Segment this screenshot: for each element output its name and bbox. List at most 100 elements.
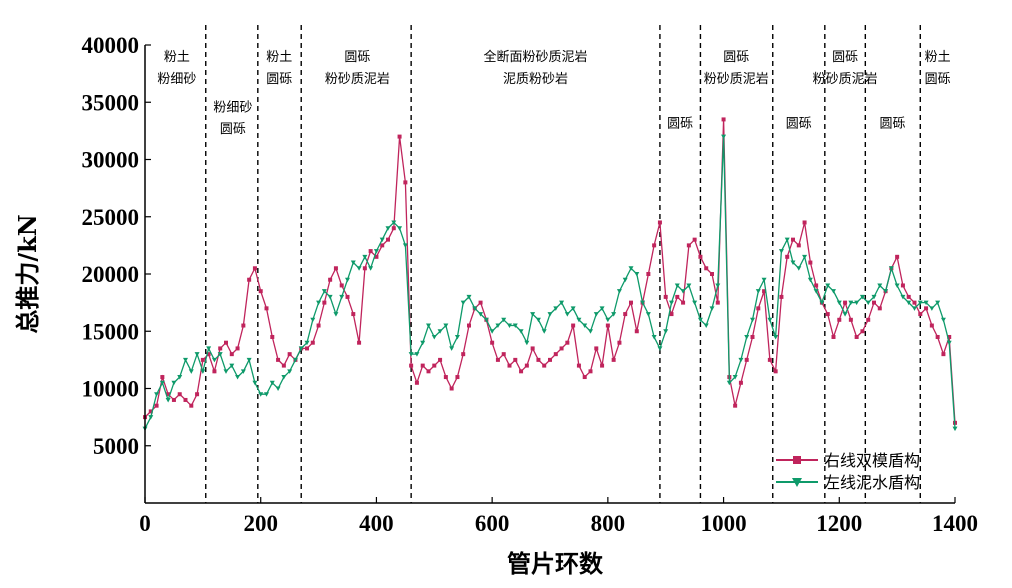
data-point (947, 334, 952, 339)
zone-label: 全断面粉砂质泥岩 (484, 49, 588, 65)
data-point (779, 294, 784, 299)
data-point (235, 375, 241, 380)
series-line-right (144, 119, 956, 423)
data-point (738, 380, 743, 385)
y-tick-label: 20000 (82, 262, 140, 287)
zone-label: 粉细砂 (213, 100, 252, 115)
data-point (721, 134, 727, 140)
zone-labels: 粉土粉细砂粉细砂圆砾粉土圆砾圆砾粉砂质泥岩全断面粉砂质泥岩泥质粉砂岩圆砾圆砾粉砂… (157, 49, 950, 137)
data-point (489, 329, 495, 334)
data-point (715, 283, 721, 288)
data-point (761, 277, 767, 283)
data-point (680, 289, 686, 294)
data-point (692, 300, 698, 306)
data-point (235, 346, 240, 351)
zone-label: 粉土 (266, 50, 292, 65)
data-point (166, 392, 171, 397)
data-point (652, 243, 657, 248)
data-point (941, 352, 946, 357)
x-tick-label: 400 (359, 511, 394, 536)
data-point (362, 266, 367, 271)
data-point (646, 272, 651, 276)
data-point (894, 283, 900, 288)
data-point (362, 254, 368, 260)
y-tick-label: 35000 (82, 90, 140, 115)
data-point (570, 306, 576, 311)
data-point (564, 312, 570, 317)
x-tick-label: 800 (591, 511, 626, 536)
zone-boundaries (205, 25, 921, 503)
x-tick-label: 600 (475, 511, 510, 536)
zone-label: 粉砂质泥岩 (704, 72, 769, 87)
data-point (600, 363, 605, 368)
data-point (837, 317, 842, 322)
data-point (154, 403, 159, 408)
data-point (605, 323, 610, 328)
data-point (339, 294, 345, 300)
data-point (796, 266, 802, 271)
data-point (790, 260, 796, 266)
data-point (449, 386, 454, 391)
data-point (426, 369, 431, 374)
data-point (906, 300, 912, 306)
zone-label: 圆砾 (266, 72, 292, 87)
data-point (952, 426, 958, 432)
data-point (669, 300, 674, 306)
data-point (403, 180, 408, 185)
data-point (548, 357, 552, 362)
data-point (709, 306, 715, 311)
data-point (946, 340, 952, 346)
data-point (865, 300, 871, 306)
data-point (443, 375, 448, 380)
data-point (345, 277, 350, 283)
data-point (686, 283, 692, 288)
data-point (409, 363, 414, 368)
data-point (495, 357, 500, 362)
data-point (744, 334, 750, 340)
data-point (368, 249, 373, 254)
data-point (767, 357, 772, 362)
data-point (379, 237, 385, 243)
data-point (588, 369, 593, 374)
data-point (616, 289, 622, 294)
data-point (762, 289, 767, 294)
data-point (900, 283, 905, 288)
legend-label-right: 右线双模盾构 (824, 451, 920, 470)
data-point (871, 294, 877, 300)
data-point (819, 300, 825, 306)
data-point (356, 266, 362, 271)
data-point (454, 334, 460, 340)
y-tick-label: 25000 (82, 205, 140, 230)
series-group (142, 117, 958, 432)
data-point (767, 317, 773, 323)
data-point (501, 352, 506, 357)
data-point (923, 300, 929, 306)
zone-label: 粉细砂 (157, 72, 196, 87)
data-point (697, 317, 703, 323)
data-point (200, 369, 206, 374)
zone-label: 圆砾 (880, 116, 906, 131)
data-point (663, 294, 668, 299)
data-point (264, 306, 269, 311)
data-point (466, 294, 472, 300)
data-point (195, 392, 200, 397)
data-point (159, 380, 165, 386)
data-point (640, 300, 646, 306)
data-point (773, 334, 779, 340)
data-point (357, 340, 362, 345)
x-tick-label: 1400 (932, 511, 978, 536)
data-point (710, 272, 714, 276)
data-point (513, 357, 518, 362)
data-point (883, 289, 889, 294)
data-point (715, 300, 720, 305)
data-point (773, 369, 778, 374)
data-point (808, 260, 813, 265)
data-point (750, 334, 755, 339)
x-tick-label: 200 (243, 511, 278, 536)
data-point (744, 357, 749, 362)
data-point (374, 254, 379, 259)
data-point (674, 283, 680, 288)
data-point (229, 352, 234, 357)
data-point (848, 317, 853, 322)
data-point (918, 312, 923, 317)
